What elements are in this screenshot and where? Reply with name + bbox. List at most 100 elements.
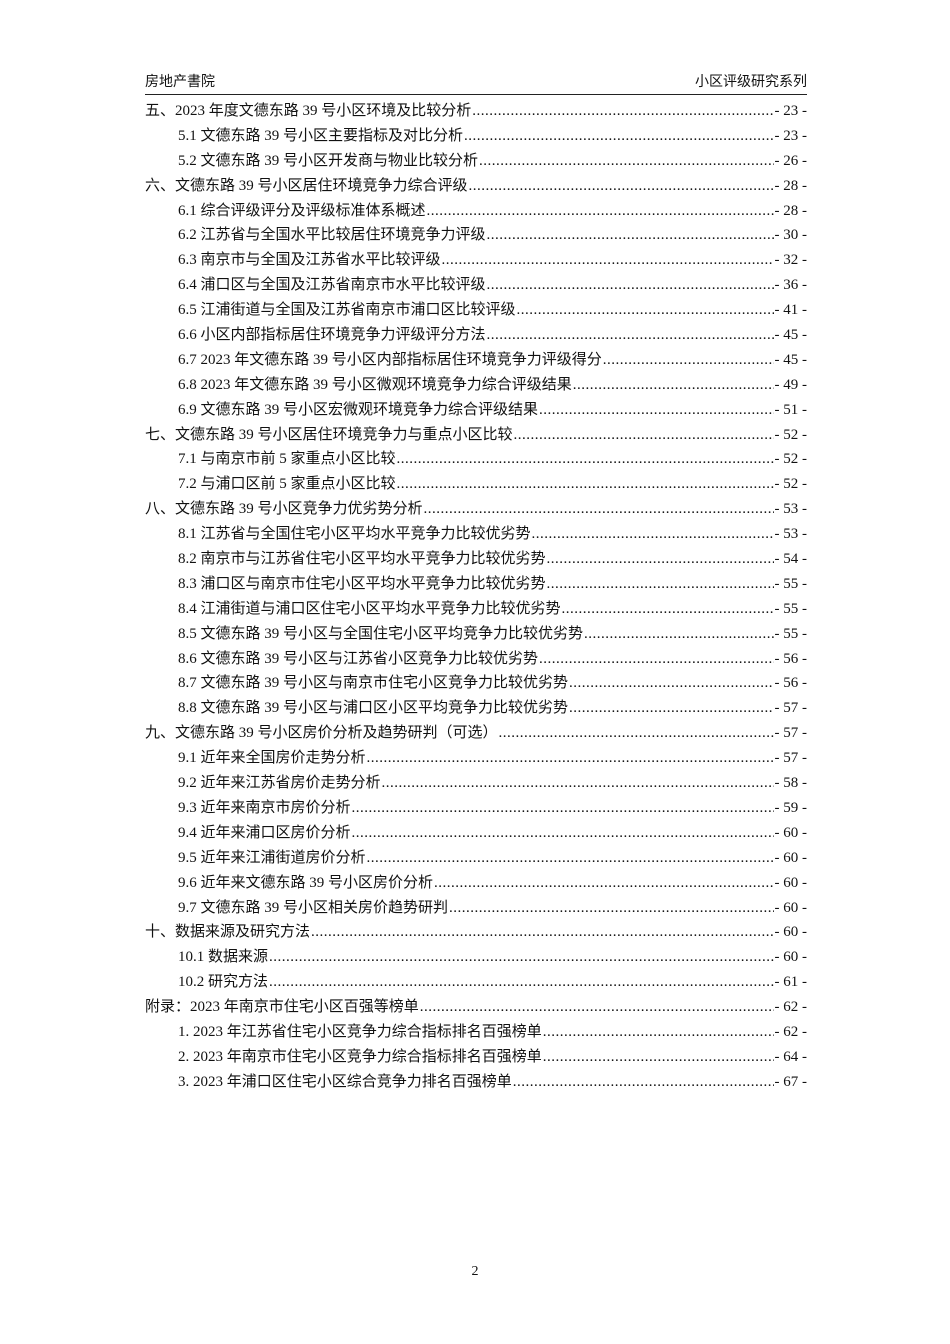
toc-entry-title: 7.2 与浦口区前 5 家重点小区比较 bbox=[178, 476, 396, 493]
toc-entry[interactable]: 10.2 研究方法 - 61 - bbox=[145, 970, 807, 995]
toc-entry-title: 9.1 近年来全国房价走势分析 bbox=[178, 750, 366, 767]
toc-entry-page: - 53 - bbox=[774, 526, 808, 543]
toc-leader-dots bbox=[547, 572, 774, 597]
toc-entry[interactable]: 9.6 近年来文德东路 39 号小区房价分析 - 60 - bbox=[145, 871, 807, 896]
toc-leader-dots bbox=[513, 1070, 774, 1095]
toc-entry[interactable]: 6.2 江苏省与全国水平比较居住环境竞争力评级 - 30 - bbox=[145, 223, 807, 248]
toc-entry-page: - 41 - bbox=[774, 302, 808, 319]
toc-entry[interactable]: 9.2 近年来江苏省房价走势分析 - 58 - bbox=[145, 771, 807, 796]
toc-entry-page: - 60 - bbox=[774, 849, 808, 866]
toc-entry-page: - 61 - bbox=[774, 974, 808, 991]
toc-entry[interactable]: 七、文德东路 39 号小区居住环境竞争力与重点小区比较 - 52 - bbox=[145, 423, 807, 448]
toc-entry[interactable]: 8.4 江浦街道与浦口区住宅小区平均水平竞争力比较优劣势 - 55 - bbox=[145, 597, 807, 622]
toc-entry[interactable]: 8.3 浦口区与南京市住宅小区平均水平竞争力比较优劣势 - 55 - bbox=[145, 572, 807, 597]
table-of-contents: 五、2023 年度文德东路 39 号小区环境及比较分析- 23 -5.1 文德东… bbox=[145, 99, 807, 1095]
toc-entry-page: - 57 - bbox=[774, 725, 808, 742]
toc-entry[interactable]: 附录：2023 年南京市住宅小区百强等榜单 - 62 - bbox=[145, 995, 807, 1020]
toc-entry-page: - 57 - bbox=[774, 700, 808, 717]
toc-entry[interactable]: 六、文德东路 39 号小区居住环境竞争力综合评级 - 28 - bbox=[145, 174, 807, 199]
toc-entry-page: - 49 - bbox=[774, 376, 808, 393]
toc-leader-dots bbox=[464, 124, 773, 149]
toc-entry-page: - 62 - bbox=[774, 999, 808, 1016]
toc-entry-page: - 64 - bbox=[774, 1048, 808, 1065]
toc-entry[interactable]: 6.4 浦口区与全国及江苏省南京市水平比较评级 - 36 - bbox=[145, 273, 807, 298]
toc-entry[interactable]: 9.5 近年来江浦街道房价分析 - 60 - bbox=[145, 846, 807, 871]
toc-entry[interactable]: 1. 2023 年江苏省住宅小区竞争力综合指标排名百强榜单 - 62 - bbox=[145, 1020, 807, 1045]
toc-entry-page: - 58 - bbox=[774, 775, 808, 792]
toc-entry[interactable]: 5.2 文德东路 39 号小区开发商与物业比较分析 - 26 - bbox=[145, 149, 807, 174]
toc-entry[interactable]: 6.9 文德东路 39 号小区宏微观环境竞争力综合评级结果 - 51 - bbox=[145, 398, 807, 423]
toc-entry-page: - 55 - bbox=[774, 625, 808, 642]
toc-entry-page: - 52 - bbox=[774, 451, 808, 468]
toc-entry-title: 1. 2023 年江苏省住宅小区竞争力综合指标排名百强榜单 bbox=[178, 1023, 542, 1040]
toc-entry[interactable]: 3. 2023 年浦口区住宅小区综合竞争力排名百强榜单 - 67 - bbox=[145, 1070, 807, 1095]
toc-entry[interactable]: 6.6 小区内部指标居住环境竞争力评级评分方法 - 45 - bbox=[145, 323, 807, 348]
toc-entry[interactable]: 9.4 近年来浦口区房价分析 - 60 - bbox=[145, 821, 807, 846]
toc-entry[interactable]: 十、数据来源及研究方法 - 60 - bbox=[145, 920, 807, 945]
toc-entry-page: - 26 - bbox=[774, 152, 808, 169]
toc-entry-page: - 67 - bbox=[774, 1073, 808, 1090]
toc-entry-page: - 30 - bbox=[774, 227, 808, 244]
toc-entry-title: 6.8 2023 年文德东路 39 号小区微观环境竞争力综合评级结果 bbox=[178, 376, 572, 393]
toc-leader-dots bbox=[472, 99, 773, 124]
header-right: 小区评级研究系列 bbox=[695, 73, 807, 89]
toc-entry[interactable]: 6.8 2023 年文德东路 39 号小区微观环境竞争力综合评级结果 - 49 - bbox=[145, 373, 807, 398]
toc-entry[interactable]: 八、文德东路 39 号小区竞争力优劣势分析 - 53 - bbox=[145, 497, 807, 522]
toc-entry-title: 8.7 文德东路 39 号小区与南京市住宅小区竞争力比较优劣势 bbox=[178, 675, 569, 692]
toc-entry[interactable]: 7.1 与南京市前 5 家重点小区比较 - 52 - bbox=[145, 447, 807, 472]
toc-entry[interactable]: 5.1 文德东路 39 号小区主要指标及对比分析 - 23 - bbox=[145, 124, 807, 149]
toc-entry[interactable]: 九、文德东路 39 号小区房价分析及趋势研判（可选） - 57 - bbox=[145, 721, 807, 746]
toc-entry-title: 9.7 文德东路 39 号小区相关房价趋势研判 bbox=[178, 899, 449, 916]
toc-leader-dots bbox=[397, 472, 774, 497]
toc-entry-page: - 60 - bbox=[774, 824, 808, 841]
toc-leader-dots bbox=[424, 497, 774, 522]
toc-leader-dots bbox=[547, 547, 774, 572]
toc-entry-title: 5.2 文德东路 39 号小区开发商与物业比较分析 bbox=[178, 152, 479, 169]
toc-entry-page: - 36 - bbox=[774, 277, 808, 294]
toc-entry[interactable]: 6.3 南京市与全国及江苏省水平比较评级 - 32 - bbox=[145, 248, 807, 273]
toc-leader-dots bbox=[434, 871, 773, 896]
toc-entry[interactable]: 8.6 文德东路 39 号小区与江苏省小区竞争力比较优劣势 - 56 - bbox=[145, 647, 807, 672]
toc-entry-title: 6.6 小区内部指标居住环境竞争力评级评分方法 bbox=[178, 327, 486, 344]
toc-entry[interactable]: 8.1 江苏省与全国住宅小区平均水平竞争力比较优劣势 - 53 - bbox=[145, 522, 807, 547]
toc-leader-dots bbox=[517, 298, 774, 323]
toc-entry-title: 8.5 文德东路 39 号小区与全国住宅小区平均竞争力比较优劣势 bbox=[178, 625, 584, 642]
toc-leader-dots bbox=[382, 771, 774, 796]
toc-entry-page: - 28 - bbox=[774, 202, 808, 219]
toc-entry-title: 8.1 江苏省与全国住宅小区平均水平竞争力比较优劣势 bbox=[178, 526, 531, 543]
toc-entry-page: - 60 - bbox=[774, 899, 808, 916]
toc-entry-title: 9.3 近年来南京市房价分析 bbox=[178, 799, 351, 816]
toc-leader-dots bbox=[367, 846, 774, 871]
toc-entry[interactable]: 9.1 近年来全国房价走势分析 - 57 - bbox=[145, 746, 807, 771]
toc-entry[interactable]: 五、2023 年度文德东路 39 号小区环境及比较分析 - 23 - bbox=[145, 99, 807, 124]
toc-entry[interactable]: 2. 2023 年南京市住宅小区竞争力综合指标排名百强榜单 - 64 - bbox=[145, 1045, 807, 1070]
toc-entry-page: - 56 - bbox=[774, 650, 808, 667]
toc-entry[interactable]: 9.3 近年来南京市房价分析 - 59 - bbox=[145, 796, 807, 821]
toc-leader-dots bbox=[352, 821, 774, 846]
toc-entry[interactable]: 9.7 文德东路 39 号小区相关房价趋势研判 - 60 - bbox=[145, 896, 807, 921]
toc-entry-page: - 45 - bbox=[774, 351, 808, 368]
toc-entry-title: 七、文德东路 39 号小区居住环境竞争力与重点小区比较 bbox=[145, 426, 513, 443]
toc-entry[interactable]: 8.8 文德东路 39 号小区与浦口区小区平均竞争力比较优劣势 - 57 - bbox=[145, 696, 807, 721]
toc-entry[interactable]: 7.2 与浦口区前 5 家重点小区比较 - 52 - bbox=[145, 472, 807, 497]
toc-entry-page: - 60 - bbox=[774, 874, 808, 891]
toc-entry[interactable]: 10.1 数据来源 - 60 - bbox=[145, 945, 807, 970]
toc-entry[interactable]: 8.2 南京市与江苏省住宅小区平均水平竞争力比较优劣势 - 54 - bbox=[145, 547, 807, 572]
toc-entry-title: 六、文德东路 39 号小区居住环境竞争力综合评级 bbox=[145, 177, 468, 194]
toc-leader-dots bbox=[499, 721, 774, 746]
toc-entry-title: 附录：2023 年南京市住宅小区百强等榜单 bbox=[145, 999, 419, 1016]
toc-entry[interactable]: 6.5 江浦街道与全国及江苏省南京市浦口区比较评级 - 41 - bbox=[145, 298, 807, 323]
toc-entry-page: - 60 - bbox=[774, 949, 808, 966]
toc-leader-dots bbox=[397, 447, 774, 472]
toc-entry-page: - 62 - bbox=[774, 1023, 808, 1040]
toc-entry[interactable]: 8.5 文德东路 39 号小区与全国住宅小区平均竞争力比较优劣势 - 55 - bbox=[145, 622, 807, 647]
toc-entry[interactable]: 8.7 文德东路 39 号小区与南京市住宅小区竞争力比较优劣势 - 56 - bbox=[145, 671, 807, 696]
toc-entry-page: - 60 - bbox=[774, 924, 808, 941]
toc-entry-title: 八、文德东路 39 号小区竞争力优劣势分析 bbox=[145, 501, 423, 518]
toc-entry-title: 10.1 数据来源 bbox=[178, 949, 269, 966]
toc-entry[interactable]: 6.7 2023 年文德东路 39 号小区内部指标居住环境竞争力评级得分 - 45… bbox=[145, 348, 807, 373]
toc-entry-page: - 57 - bbox=[774, 750, 808, 767]
toc-entry-page: - 59 - bbox=[774, 799, 808, 816]
toc-entry-title: 五、2023 年度文德东路 39 号小区环境及比较分析 bbox=[145, 103, 472, 119]
toc-entry[interactable]: 6.1 综合评级评分及评级标准体系概述 - 28 - bbox=[145, 199, 807, 224]
